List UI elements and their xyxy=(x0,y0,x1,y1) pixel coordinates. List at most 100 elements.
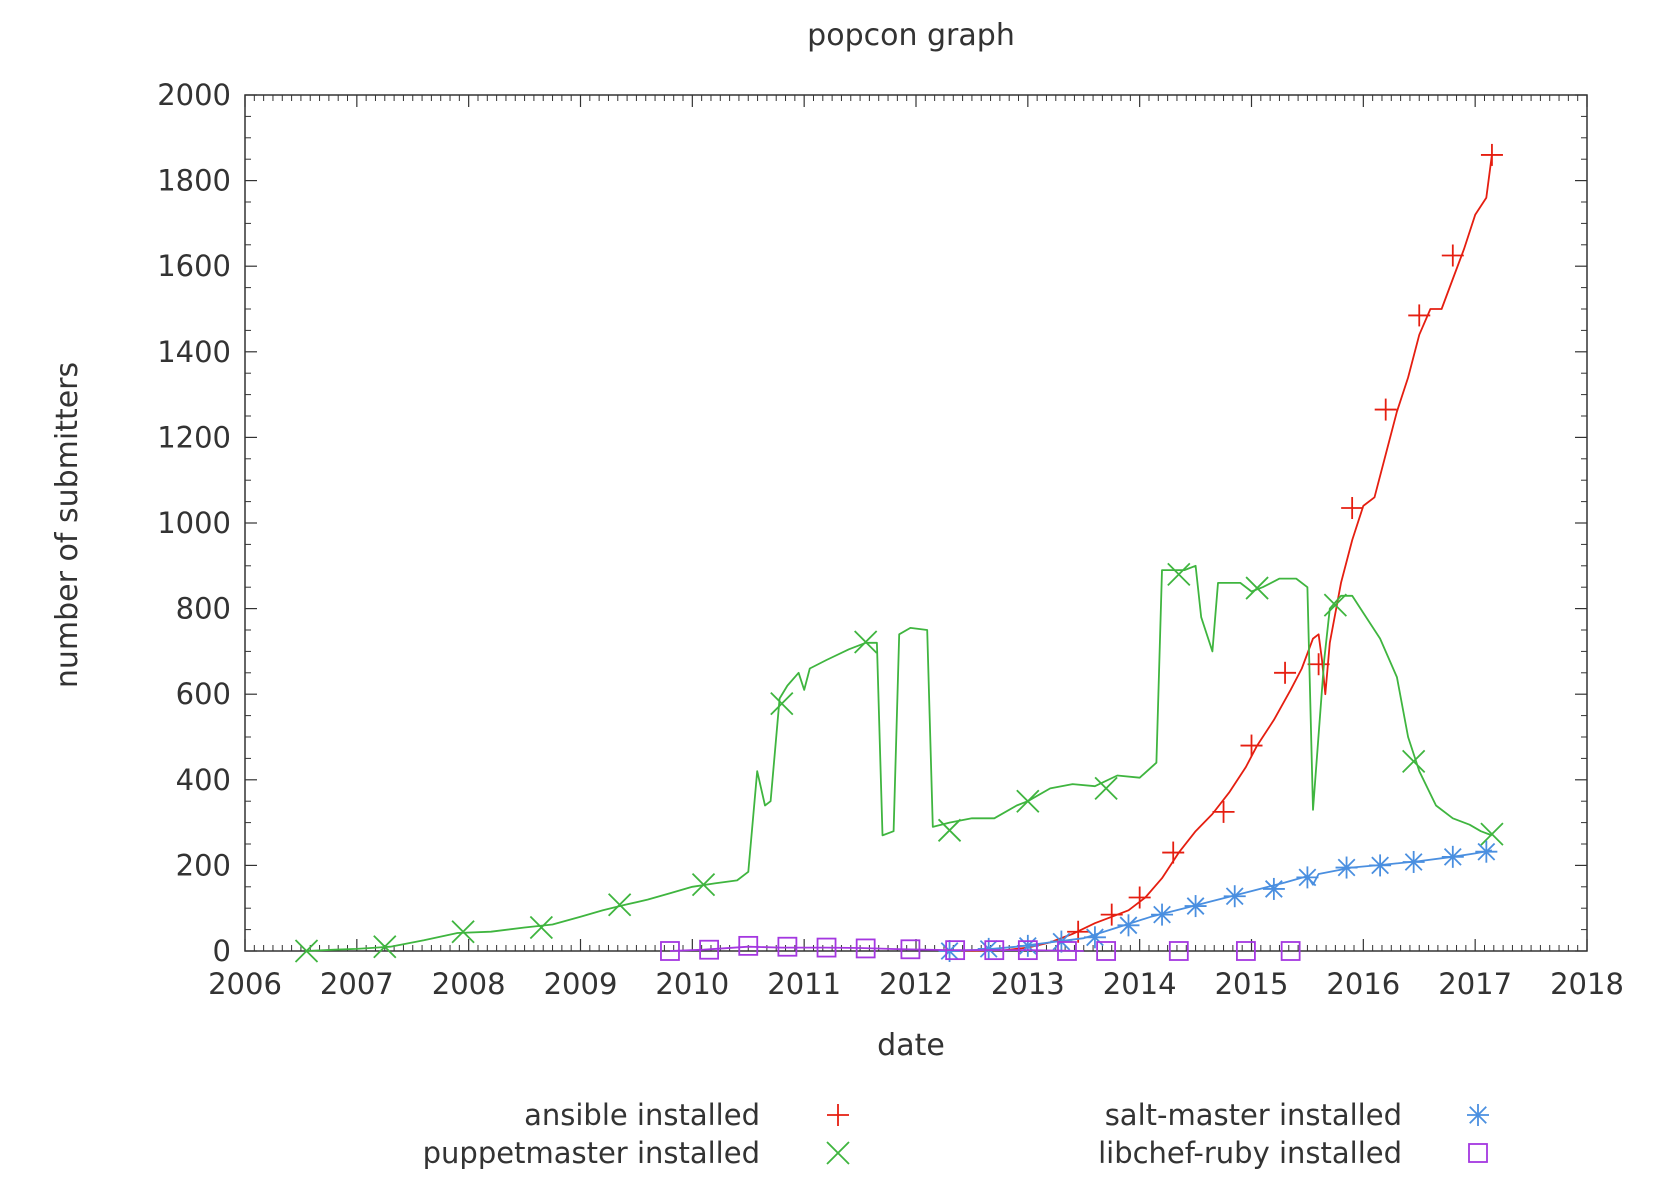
x-tick-label: 2010 xyxy=(655,967,729,1001)
plot-frame xyxy=(244,94,1588,952)
data-point-2 xyxy=(1262,877,1285,900)
data-point-0 xyxy=(1212,800,1235,823)
chart-title: popcon graph xyxy=(807,18,1015,53)
series-line-3 xyxy=(669,945,1084,952)
data-point-1 xyxy=(294,939,319,963)
data-point-1 xyxy=(451,920,475,944)
data-point-3 xyxy=(1280,941,1301,961)
data-point-2 xyxy=(1475,840,1498,863)
data-point-0 xyxy=(1274,661,1297,684)
x-tick-label: 2018 xyxy=(1550,967,1624,1001)
legend-label-1: puppetmaster installed xyxy=(423,1136,760,1170)
data-point-0 xyxy=(1128,886,1151,909)
data-point-1 xyxy=(1167,562,1191,586)
plot-area: 0 200 400 600 800 1000 1200 1400 1600 1800 2000 200… xyxy=(157,78,1624,1001)
data-point-3 xyxy=(738,935,759,956)
series-line-1 xyxy=(306,564,1493,952)
data-point-3 xyxy=(816,937,837,958)
data-point-2 xyxy=(1441,845,1464,868)
y-axis-label: number of submitters xyxy=(50,362,85,688)
data-point-2 xyxy=(1402,850,1425,873)
data-point-1 xyxy=(1402,749,1426,774)
x-tick-label: 2015 xyxy=(1215,967,1289,1001)
data-point-0 xyxy=(1341,497,1364,520)
data-point-0 xyxy=(1441,244,1464,267)
data-point-3 xyxy=(900,939,921,960)
data-point-1 xyxy=(373,935,397,959)
data-point-1 xyxy=(1323,593,1348,617)
x-tick-label: 2014 xyxy=(1103,967,1177,1001)
data-point-1 xyxy=(1480,822,1504,846)
data-point-1 xyxy=(529,915,553,940)
data-point-2 xyxy=(1369,854,1392,877)
data-point-1 xyxy=(1094,776,1118,800)
legend-marker-3 xyxy=(1468,1143,1488,1163)
data-point-2 xyxy=(977,937,1000,960)
y-tick-label: 1000 xyxy=(157,506,231,540)
data-point-2 xyxy=(1296,866,1319,889)
x-tick-label: 2007 xyxy=(320,967,394,1001)
data-point-0 xyxy=(1307,653,1330,676)
data-point-3 xyxy=(984,940,1005,961)
x-tick-label: 2009 xyxy=(544,967,618,1001)
legend-label-0: ansible installed xyxy=(524,1098,760,1132)
x-tick-label: 2013 xyxy=(991,967,1065,1001)
data-point-3 xyxy=(1096,941,1117,961)
data-point-3 xyxy=(1236,941,1256,961)
legend-marker-0 xyxy=(827,1104,849,1126)
x-tick-label: 2012 xyxy=(879,967,953,1001)
y-tick-label: 200 xyxy=(176,848,231,882)
data-point-1 xyxy=(608,893,632,917)
legend-label-2: salt-master installed xyxy=(1105,1098,1402,1132)
y-tick-label: 0 xyxy=(213,934,231,968)
x-tick-label: 2008 xyxy=(432,967,506,1001)
y-tick-label: 1400 xyxy=(157,335,231,369)
data-point-2 xyxy=(1335,856,1358,879)
data-point-2 xyxy=(1083,926,1106,949)
data-point-3 xyxy=(660,941,680,961)
legend: ansible installed puppetmaster installed s… xyxy=(423,1098,1489,1170)
data-point-1 xyxy=(1245,576,1269,600)
data-point-3 xyxy=(1168,941,1189,961)
y-tick-label: 800 xyxy=(176,592,231,626)
y-tick-label: 1600 xyxy=(157,249,231,283)
data-point-2 xyxy=(1151,903,1174,926)
data-point-3 xyxy=(855,938,876,959)
data-point-2 xyxy=(1223,885,1246,908)
legend-marker-1 xyxy=(826,1141,850,1165)
data-point-1 xyxy=(691,873,716,897)
x-axis-label: date xyxy=(877,1028,945,1063)
legend-label-3: libchef-ruby installed xyxy=(1098,1136,1402,1170)
x-tick-label: 2006 xyxy=(208,967,282,1001)
data-point-0 xyxy=(1162,841,1185,864)
data-point-3 xyxy=(1057,941,1077,961)
data-point-0 xyxy=(1100,903,1123,926)
data-point-2 xyxy=(1184,895,1207,918)
data-point-0 xyxy=(1240,734,1263,757)
data-point-3 xyxy=(1017,940,1038,961)
x-tick-label: 2016 xyxy=(1326,967,1400,1001)
x-tick-label: 2017 xyxy=(1438,967,1512,1001)
data-point-3 xyxy=(777,936,798,957)
data-point-1 xyxy=(937,818,962,842)
data-point-1 xyxy=(1016,789,1040,813)
data-point-1 xyxy=(854,630,878,654)
legend-marker-2 xyxy=(1467,1104,1489,1126)
y-tick-label: 2000 xyxy=(157,78,231,112)
data-point-2 xyxy=(1117,914,1140,937)
data-point-0 xyxy=(1480,143,1503,166)
data-point-3 xyxy=(699,939,720,960)
series-line-0 xyxy=(955,154,1493,952)
y-tick-label: 600 xyxy=(176,677,231,711)
y-tick-label: 400 xyxy=(176,763,231,797)
data-point-1 xyxy=(770,691,794,716)
data-point-2 xyxy=(1016,934,1039,957)
y-tick-label: 1800 xyxy=(157,164,231,198)
data-point-0 xyxy=(1374,398,1397,421)
data-point-0 xyxy=(1408,304,1431,327)
data-point-3 xyxy=(945,940,966,961)
y-tick-label: 1200 xyxy=(157,420,231,454)
x-tick-label: 2011 xyxy=(767,967,841,1001)
